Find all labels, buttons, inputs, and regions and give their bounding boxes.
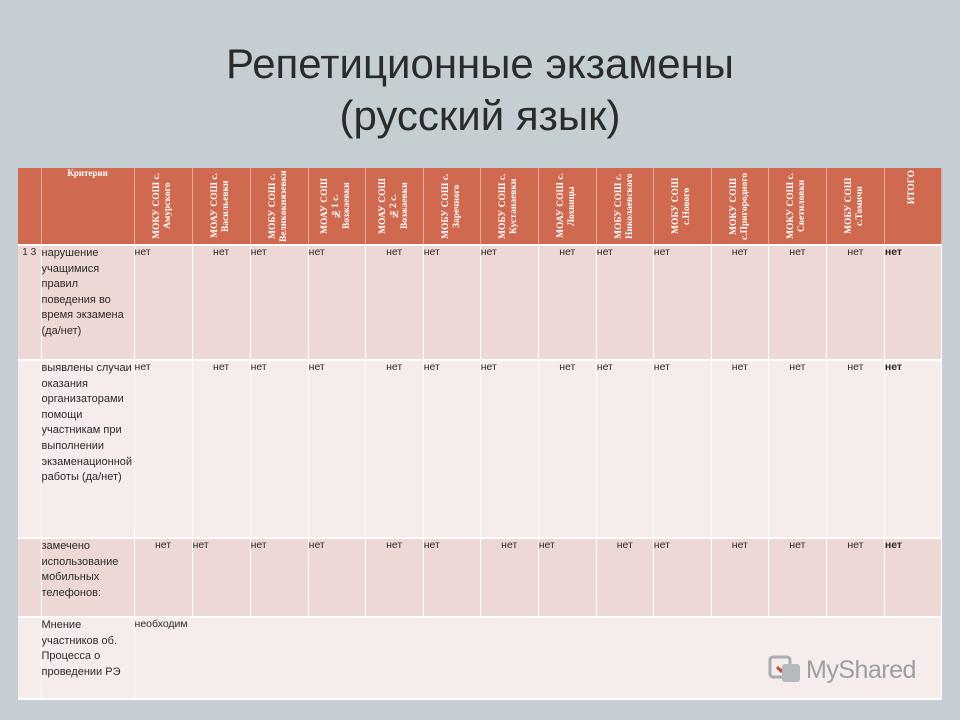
value-cell: нет <box>134 360 193 539</box>
school-name: МОКУ СОШ с. Светиловки <box>786 172 808 240</box>
header-school: МОБУ СОШ с.Нового <box>653 168 712 246</box>
value-cell: нет <box>653 245 712 361</box>
row-number <box>18 360 42 539</box>
header-school: МОБУ СОШ с. Николаевского <box>596 168 654 246</box>
value-cell: нет <box>134 538 193 618</box>
row-number <box>18 617 42 700</box>
school-name: МОБУ СОШ с. Кустанаевки <box>498 173 520 239</box>
value-cell: нет <box>250 538 309 618</box>
value-cell: нет <box>596 360 654 539</box>
table-row: 1 3 нарушение учащимися правил поведения… <box>18 245 943 361</box>
total-cell: нет <box>884 360 943 539</box>
value-cell: нет <box>365 538 424 618</box>
value-cell: нет <box>250 360 309 539</box>
myshared-logo-icon <box>768 655 800 682</box>
value-cell: нет <box>423 245 481 361</box>
table-row: выявлены случаи оказания организаторами … <box>18 360 943 539</box>
criterion-cell: выявлены случаи оказания организаторами … <box>41 360 135 539</box>
title-line-1: Репетиционные экзамены <box>226 40 734 87</box>
school-name: МОАУ СОШ №1 с. Возжаевки <box>320 178 353 234</box>
school-name: МОБУ СОШ с. Заречного <box>440 173 462 239</box>
value-cell: нет <box>826 538 885 618</box>
title-line-2: (русский язык) <box>339 92 621 139</box>
value-cell: нет <box>308 538 366 618</box>
header-total: ИТОГО <box>884 168 943 246</box>
school-name: МОБУ СОШ с.Томичи <box>844 177 866 235</box>
header-school: МОКУ СОШ с. Светиловки <box>768 168 827 246</box>
value-cell: нет <box>480 360 539 539</box>
header-school: МОАУ СОШ №2 с. Возжаевки <box>365 168 424 246</box>
value-cell: нет <box>192 538 251 618</box>
school-name: МОБУ СОШ с. Великокнязевки <box>268 170 290 242</box>
school-name: МОАУ СОШ №2 с. Возжаевки <box>377 178 410 234</box>
value-cell: нет <box>596 538 654 618</box>
value-cell: нет <box>480 245 539 361</box>
value-cell: нет <box>308 360 366 539</box>
header-school: МОКУ СОШ с.Пригородного <box>711 168 769 246</box>
value-cell: нет <box>423 538 481 618</box>
value-cell: нет <box>711 245 769 361</box>
row-number <box>18 538 42 618</box>
opinion-cell: необходим <box>134 617 943 700</box>
school-name: МОКУ СОШ с. Амурского <box>152 172 174 240</box>
watermark-text: MyShared <box>806 655 916 684</box>
header-row: Критерии МОКУ СОШ с. Амурского МОАУ СОШ … <box>18 168 943 246</box>
value-cell: нет <box>192 360 251 539</box>
value-cell: нет <box>538 538 597 618</box>
total-cell: нет <box>884 538 943 618</box>
value-cell: нет <box>768 360 827 539</box>
total-label: ИТОГО <box>907 170 918 205</box>
school-name: МОАУ СОШ с. Васильевки <box>210 173 232 239</box>
header-num-cell <box>18 168 42 246</box>
value-cell: нет <box>768 538 827 618</box>
value-cell: нет <box>826 245 885 361</box>
value-cell: нет <box>134 245 193 361</box>
value-cell: нет <box>538 245 597 361</box>
value-cell: нет <box>365 245 424 361</box>
value-cell: нет <box>768 245 827 361</box>
value-cell: нет <box>653 538 712 618</box>
value-cell: нет <box>538 360 597 539</box>
results-table: Критерии МОКУ СОШ с. Амурского МОАУ СОШ … <box>18 168 943 700</box>
school-name: МОКУ СОШ с.Пригородного <box>728 172 750 240</box>
value-cell: нет <box>423 360 481 539</box>
school-name: МОБУ СОШ с. Николаевского <box>613 173 635 239</box>
header-school: МОАУ СОШ №1 с. Возжаевки <box>308 168 366 246</box>
header-school: МОБУ СОШ с. Кустанаевки <box>480 168 539 246</box>
value-cell: нет <box>653 360 712 539</box>
table-row: замечено использование мобильных телефон… <box>18 538 943 618</box>
total-cell: нет <box>884 245 943 361</box>
value-cell: нет <box>308 245 366 361</box>
criterion-cell: Мнение участников об. Процесса о проведе… <box>41 617 135 700</box>
value-cell: нет <box>480 538 539 618</box>
header-school: МОАУ СОШ с. Лохвицы <box>538 168 597 246</box>
header-school: МОБУ СОШ с. Заречного <box>423 168 481 246</box>
school-name: МОАУ СОШ с. Лохвицы <box>556 173 578 239</box>
header-criteria: Критерии <box>41 168 135 246</box>
criterion-cell: замечено использование мобильных телефон… <box>41 538 135 618</box>
header-school: МОКУ СОШ с. Амурского <box>134 168 193 246</box>
watermark: MyShared <box>768 655 916 685</box>
slide-title: Репетиционные экзамены (русский язык) <box>0 38 960 142</box>
criterion-cell: нарушение учащимися правил поведения во … <box>41 245 135 361</box>
header-school: МОБУ СОШ с. Великокнязевки <box>250 168 309 246</box>
row-number: 1 3 <box>18 245 42 361</box>
header-school: МОАУ СОШ с. Васильевки <box>192 168 251 246</box>
table-row: Мнение участников об. Процесса о проведе… <box>18 617 943 700</box>
value-cell: нет <box>365 360 424 539</box>
school-name: МОБУ СОШ с.Нового <box>671 177 693 235</box>
value-cell: нет <box>711 360 769 539</box>
value-cell: нет <box>596 245 654 361</box>
value-cell: нет <box>192 245 251 361</box>
value-cell: нет <box>826 360 885 539</box>
value-cell: нет <box>711 538 769 618</box>
value-cell: нет <box>250 245 309 361</box>
header-school: МОБУ СОШ с.Томичи <box>826 168 885 246</box>
